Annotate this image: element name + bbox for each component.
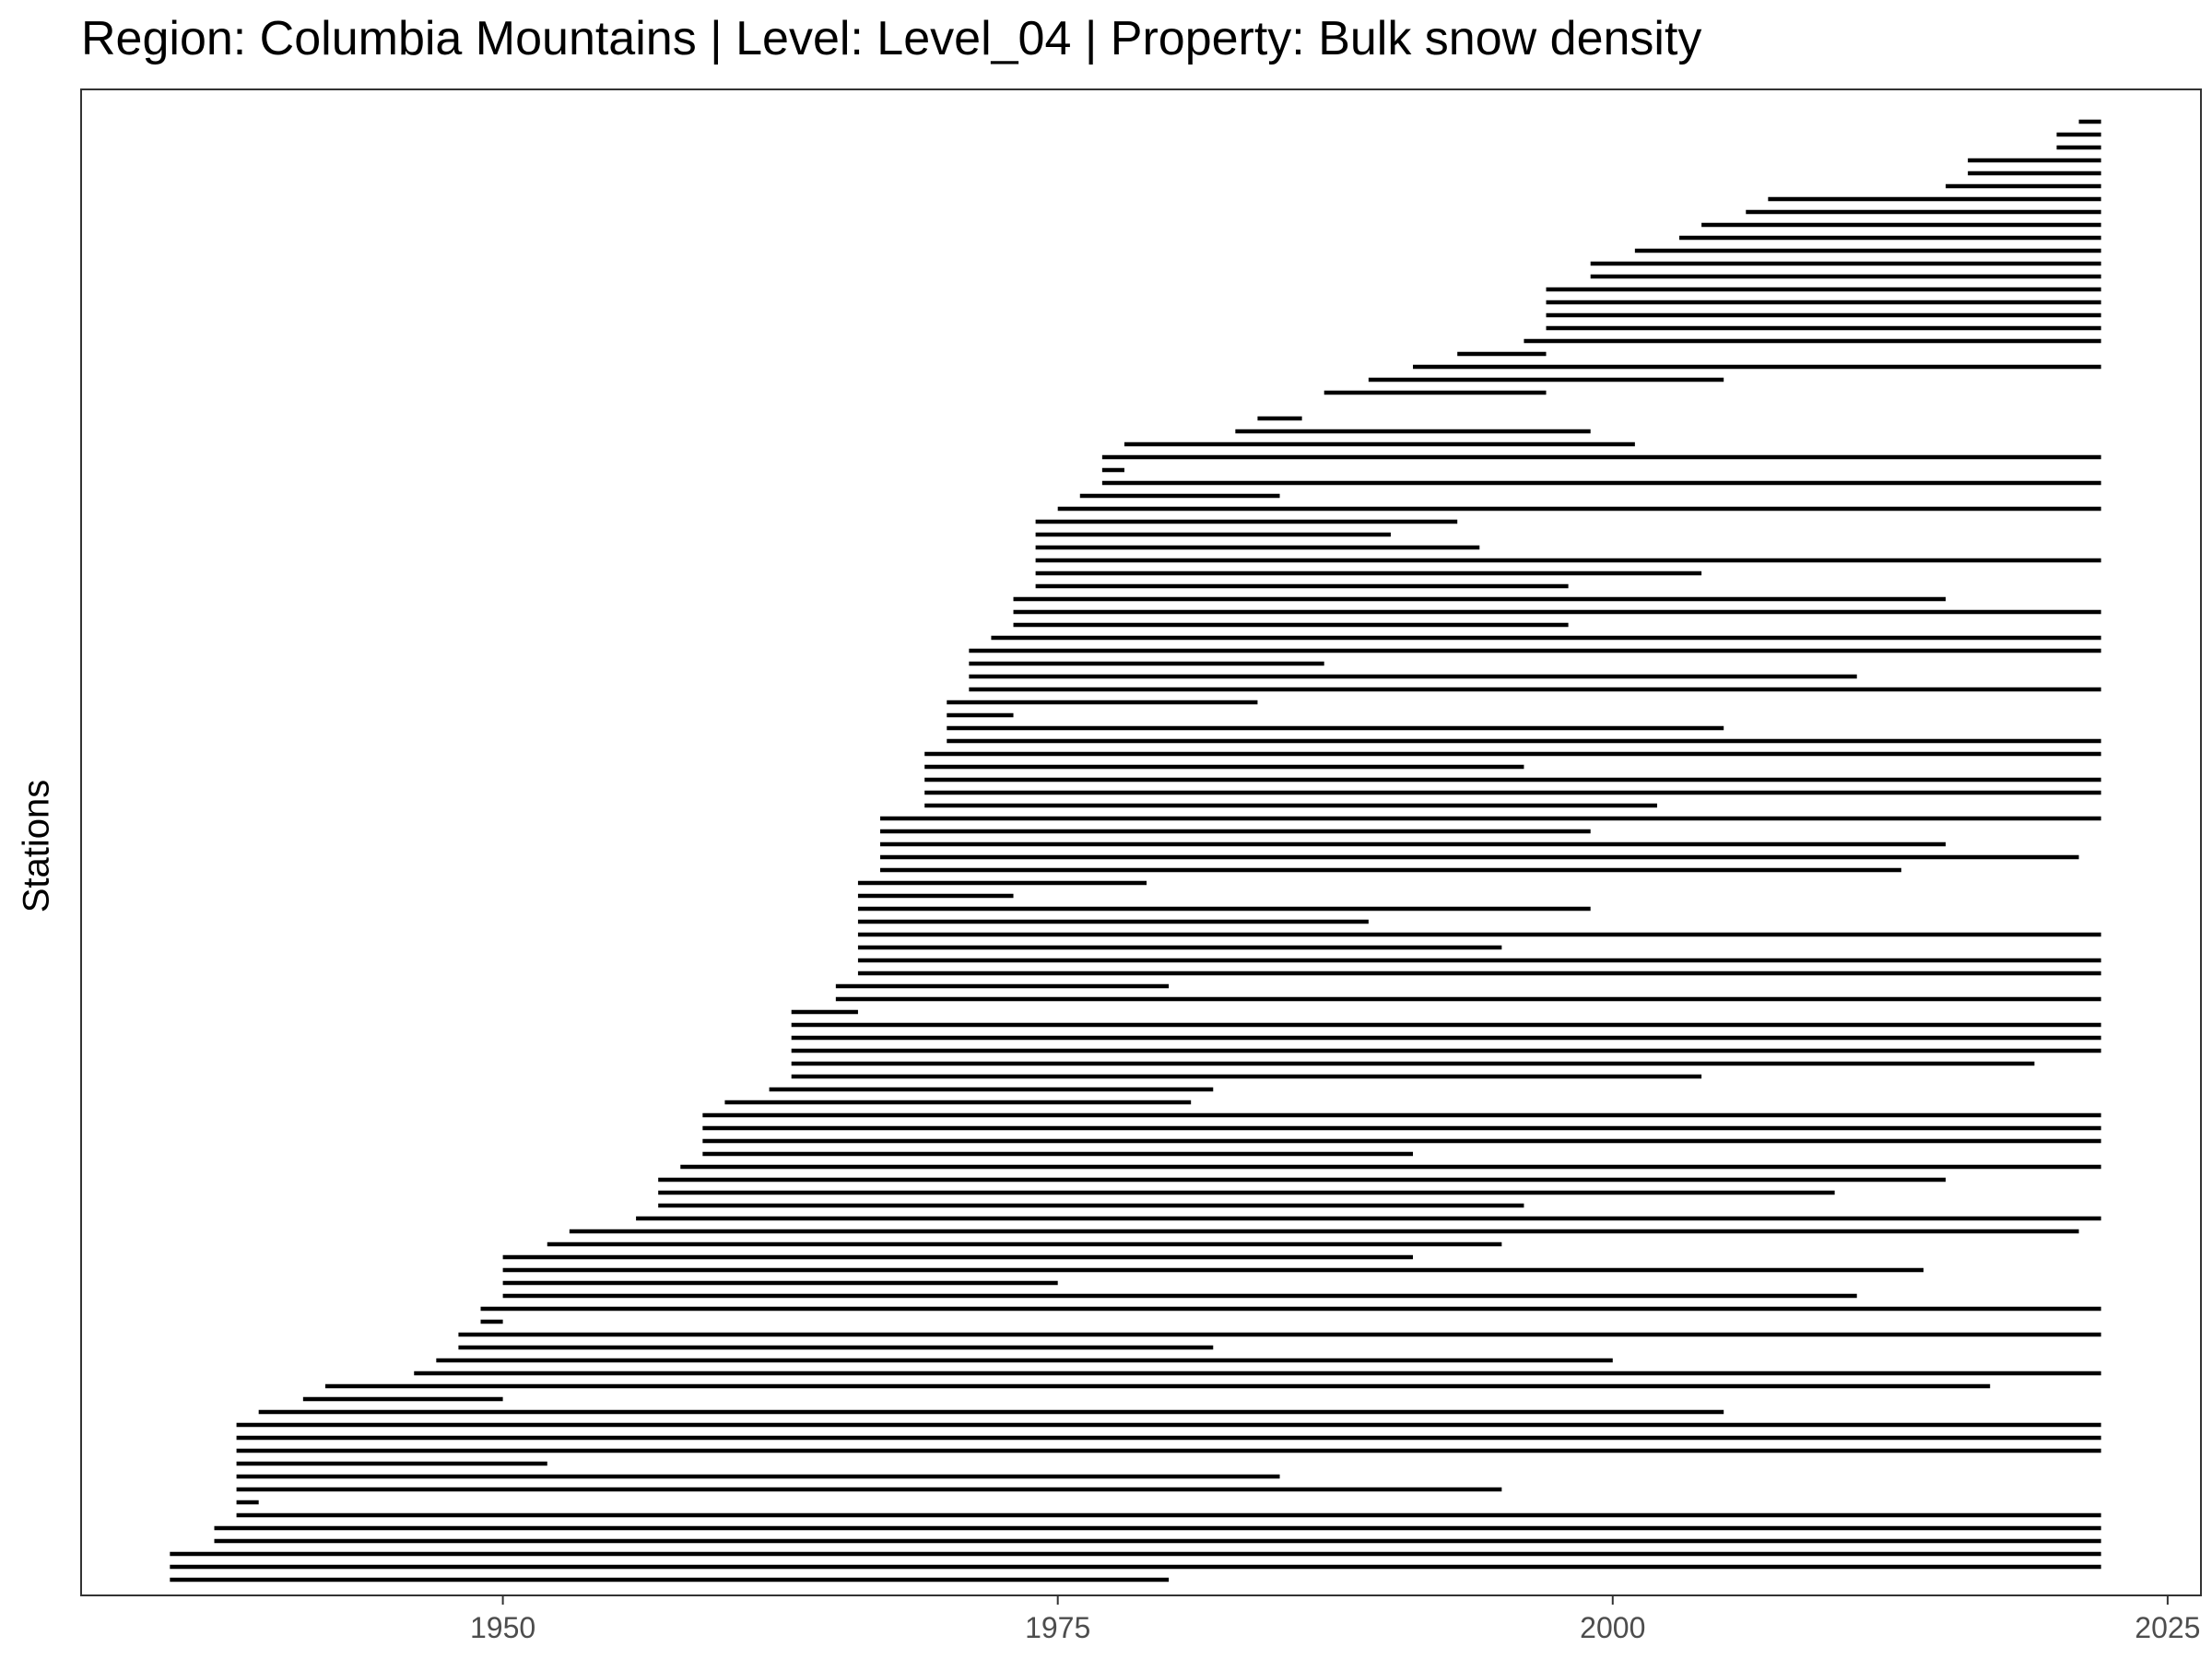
panel-border — [80, 88, 2202, 1596]
chart-title: Region: Columbia Mountains | Level: Leve… — [81, 12, 1702, 65]
x-tick-label: 2025 — [2135, 1611, 2200, 1644]
x-tick-label: 2000 — [1580, 1611, 1645, 1644]
x-tick-label: 1950 — [470, 1611, 535, 1644]
x-axis: 1950 1975 2000 2025 — [470, 1595, 2200, 1644]
station-intervals — [170, 119, 2101, 1583]
x-tick-label: 1975 — [1025, 1611, 1090, 1644]
